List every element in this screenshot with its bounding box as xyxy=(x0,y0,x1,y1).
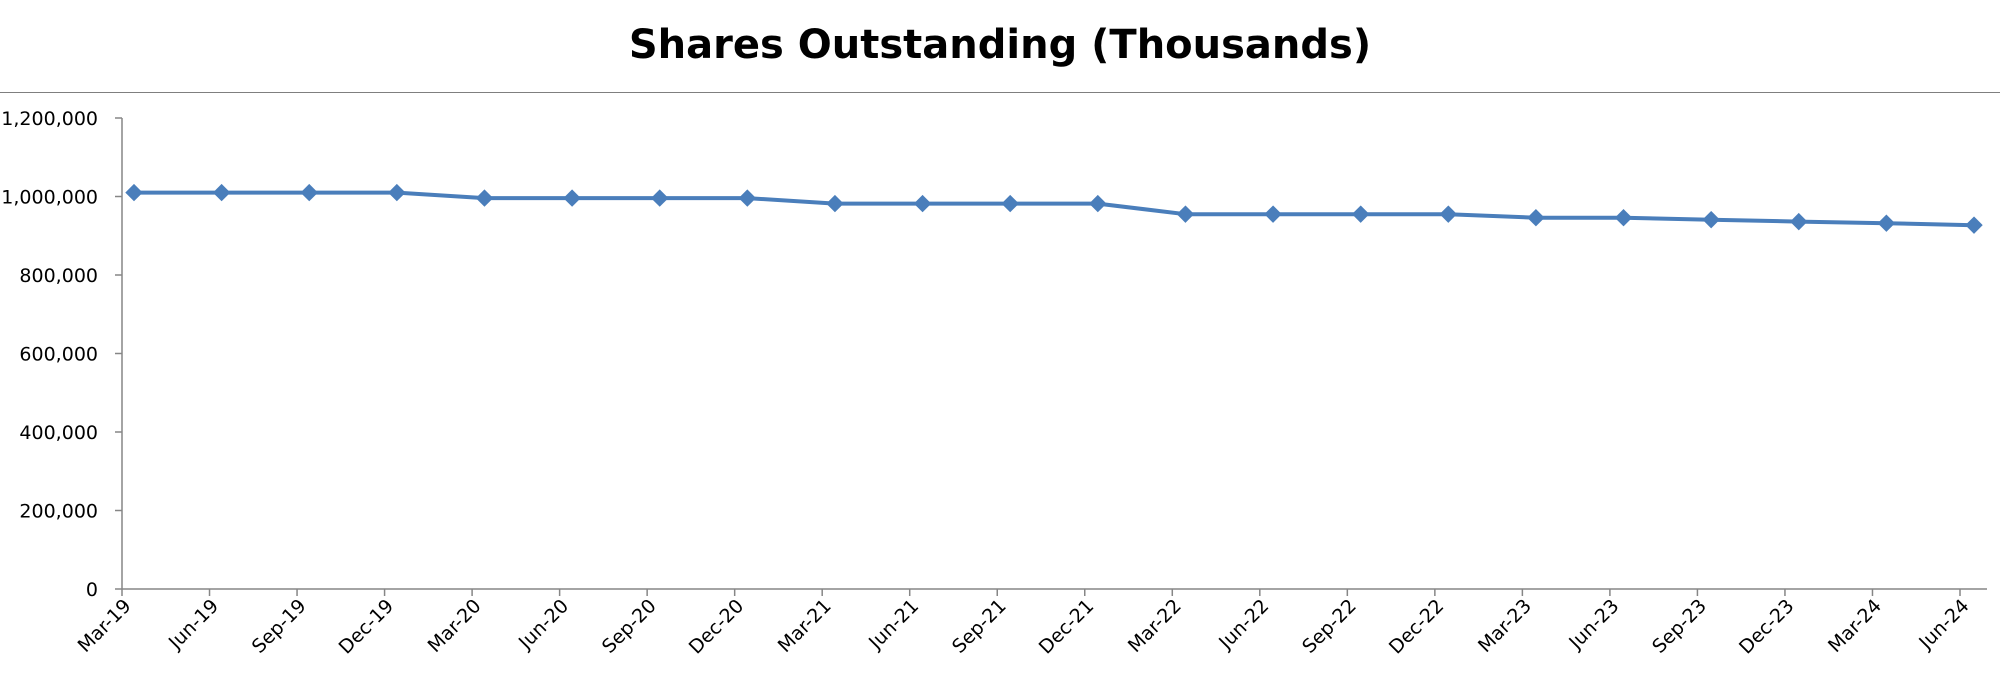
x-tick-label: Mar-23 xyxy=(1474,595,1536,657)
x-tick-label: Dec-22 xyxy=(1385,595,1449,659)
data-point-marker xyxy=(212,183,231,202)
y-tick-label: 1,200,000 xyxy=(1,108,98,130)
x-tick-label: Jun-22 xyxy=(1214,595,1273,654)
title-divider xyxy=(0,92,2000,93)
data-point-marker xyxy=(475,189,494,207)
data-point-marker xyxy=(1965,216,1983,234)
data-point-marker xyxy=(738,189,757,207)
data-point-marker xyxy=(125,183,143,202)
y-tick-label: 800,000 xyxy=(19,265,98,287)
x-tick-label: Sep-20 xyxy=(598,595,661,658)
x-tick-label: Sep-21 xyxy=(948,595,1011,658)
y-tick-label: 1,000,000 xyxy=(1,187,98,209)
x-tick-label: Dec-21 xyxy=(1035,595,1099,659)
x-tick-label: Jun-21 xyxy=(864,595,923,654)
data-point-marker xyxy=(1614,208,1633,227)
data-point-marker xyxy=(1702,210,1720,229)
x-tick-label: Dec-19 xyxy=(335,595,399,659)
x-tick-label: Dec-23 xyxy=(1735,595,1799,659)
x-tick-label: Sep-19 xyxy=(248,595,311,658)
data-point-marker xyxy=(1351,205,1370,223)
x-tick-label: Mar-24 xyxy=(1824,595,1886,657)
data-point-marker xyxy=(1877,214,1896,232)
data-point-marker xyxy=(563,189,581,207)
series-line xyxy=(134,190,1975,228)
y-tick-label: 600,000 xyxy=(19,344,98,366)
x-axis: Mar-19 Jun-19 Sep-19 Dec-19 Mar-20 Jun-20 Sep-… xyxy=(74,588,1987,659)
x-tick-label: Mar-20 xyxy=(424,595,486,657)
x-tick-label: Mar-22 xyxy=(1124,595,1186,657)
y-tick-label: 200,000 xyxy=(19,501,98,523)
x-tick-label: Dec-20 xyxy=(685,595,749,659)
data-point-marker xyxy=(1089,194,1107,213)
data-point-marker xyxy=(913,194,932,213)
data-point-marker xyxy=(300,183,318,202)
data-point-marker xyxy=(1439,205,1457,223)
data-point-marker xyxy=(1527,208,1545,227)
x-tick-label: Jun-24 xyxy=(1914,595,1973,654)
x-tick-label: Mar-19 xyxy=(74,595,136,657)
x-tick-label: Sep-22 xyxy=(1298,595,1361,658)
data-point-marker xyxy=(1176,205,1195,223)
data-point-marker xyxy=(1790,212,1808,231)
x-tick-label: Mar-21 xyxy=(774,595,836,657)
data-point-marker xyxy=(1264,205,1282,223)
data-point-marker xyxy=(1001,194,1019,213)
x-tick-label: Jun-20 xyxy=(514,595,573,654)
data-point-marker xyxy=(826,194,844,213)
chart-title: Shares Outstanding (Thousands) xyxy=(628,22,1372,68)
y-tick-label: 0 xyxy=(86,579,98,601)
x-tick-label: Jun-19 xyxy=(164,595,223,654)
series-shares-outstanding xyxy=(125,183,1983,234)
y-axis: 0 200,000 400,000 600,000 800,000 1,000,000 1,… xyxy=(1,108,123,601)
y-tick-label: 400,000 xyxy=(19,422,98,444)
x-tick-label: Sep-23 xyxy=(1648,595,1711,658)
data-point-marker xyxy=(388,183,406,202)
data-point-marker xyxy=(651,189,669,207)
x-tick-label: Jun-23 xyxy=(1564,595,1623,654)
